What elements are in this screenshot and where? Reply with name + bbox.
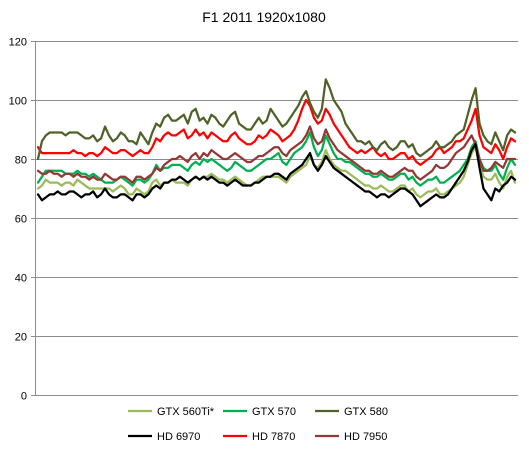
- y-tick-label: 60: [15, 214, 27, 226]
- y-tick-label: 80: [15, 155, 27, 167]
- legend-label-gtx-560ti: GTX 560Ti*: [157, 406, 215, 418]
- legend: GTX 560Ti* GTX 570 GTX 580 HD 6970 HD 7870 HD…: [128, 406, 388, 443]
- y-axis: 0 20 40 60 80 100 120: [9, 37, 518, 403]
- legend-label-hd-7870: HD 7870: [252, 431, 295, 443]
- series-line-gtx-560ti: [36, 146, 517, 199]
- series-line-hd-6970: [36, 143, 517, 208]
- chart-title: F1 2011 1920x1080: [202, 9, 326, 25]
- legend-label-gtx-580: GTX 580: [344, 406, 388, 418]
- series-line-hd-7950: [36, 125, 517, 184]
- series-lines: [36, 78, 517, 208]
- series-line-gtx-580: [36, 78, 517, 161]
- y-tick-label: 120: [9, 37, 27, 49]
- legend-label-gtx-570: GTX 570: [252, 406, 296, 418]
- y-tick-label: 20: [15, 332, 27, 344]
- legend-label-hd-7950: HD 7950: [344, 431, 387, 443]
- y-tick-label: 40: [15, 273, 27, 285]
- series-line-hd-7870: [36, 98, 517, 167]
- legend-label-hd-6970: HD 6970: [157, 431, 200, 443]
- y-tick-label: 0: [21, 391, 27, 403]
- gridlines: [35, 41, 518, 337]
- y-tick-label: 100: [9, 96, 27, 108]
